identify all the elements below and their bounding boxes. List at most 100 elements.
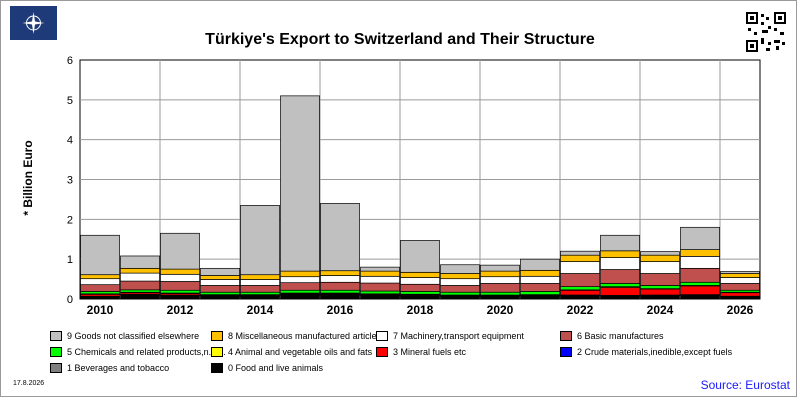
bar-segment-2012-cat7 (160, 273, 200, 282)
legend-swatch (376, 331, 388, 341)
legend-label: 1 Beverages and tobacco (67, 363, 170, 373)
bar-segment-2020-cat5 (480, 291, 520, 296)
legend-swatch (560, 331, 572, 341)
x-tick-label: 2010 (87, 303, 114, 317)
bar-segment-2016-cat7 (320, 275, 360, 283)
bar-segment-2019-cat7 (440, 278, 480, 286)
bar-segment-2017-cat0 (360, 295, 400, 300)
legend-item: 3 Mineral fuels etc (376, 347, 466, 357)
bar-segment-2025-cat6 (680, 267, 720, 283)
bar-segment-2010-cat9 (80, 234, 120, 276)
stacked-bar-chart: 0 1 2 3 4 5 6 2010 2012 2014 2016 2018 2020 2022 2024 2… (67, 55, 761, 317)
bar-segment-2025-cat3 (680, 285, 720, 295)
bar-segment-2015-cat6 (280, 282, 320, 291)
bar-segment-2011-cat6 (120, 280, 160, 291)
legend-item: 2 Crude materials,inedible,except fuels (560, 347, 732, 357)
x-tick-label: 2020 (487, 303, 514, 317)
bar-segment-2024-cat7 (640, 261, 680, 274)
bar-segment-2016-cat6 (320, 281, 360, 291)
x-tick-label: 2022 (567, 303, 594, 317)
bar-segment-2014-cat5 (240, 291, 280, 295)
bar-segment-2013-cat6 (200, 285, 240, 293)
bar-segment-2011-cat0 (120, 294, 160, 300)
bar-segment-2010-cat6 (80, 284, 120, 292)
bar-segment-2016-cat5 (320, 289, 360, 294)
bar-segment-2011-cat9 (120, 255, 160, 269)
bar-segment-2024-cat9 (640, 251, 680, 256)
bar-segment-2014-cat8 (240, 274, 280, 280)
bar-segment-2025-cat9 (680, 226, 720, 250)
bar-segment-2023-cat7 (600, 257, 640, 270)
bar-segment-2019-cat8 (440, 273, 480, 280)
bar-segment-2017-cat7 (360, 275, 400, 284)
bar-segment-2020-cat8 (480, 270, 520, 278)
bar-segment-2011-cat8 (120, 267, 160, 274)
bar-segment-2024-cat5 (640, 285, 680, 289)
y-tick-label: 5 (67, 95, 73, 107)
legend-label: 8 Miscellaneous manufactured articles (228, 331, 382, 341)
legend-label: 4 Animal and vegetable oils and fats (228, 347, 373, 357)
bar-segment-2010-cat8 (80, 274, 120, 280)
bar-segment-2021-cat5 (520, 291, 560, 295)
legend-label: 2 Crude materials,inedible,except fuels (577, 347, 733, 357)
bar-segment-2018-cat6 (400, 283, 440, 292)
legend-label: 0 Food and live animals (228, 363, 324, 373)
legend-swatch (50, 347, 62, 357)
bar-segment-2016-cat0 (320, 294, 360, 300)
x-tick-label: 2026 (727, 303, 754, 317)
y-tick-label: 6 (67, 55, 73, 67)
bar-segment-2012-cat9 (160, 232, 200, 270)
bar-segment-2023-cat5 (600, 283, 640, 288)
legend-item: 7 Machinery,transport equipment (376, 331, 524, 341)
source-link[interactable]: Source: Eurostat (700, 378, 790, 392)
legend-item: 4 Animal and vegetable oils and fats (211, 347, 372, 357)
legend-item: 0 Food and live animals (211, 363, 323, 373)
bar-segment-2024-cat3 (640, 288, 680, 296)
x-tick-label: 2024 (647, 303, 674, 317)
bar-segment-2025-cat8 (680, 249, 720, 257)
bar-segment-2022-cat3 (560, 289, 600, 296)
bar-segment-2010-cat7 (80, 278, 120, 286)
bar-segment-2010-cat5 (80, 291, 120, 295)
bar-segment-2021-cat9 (520, 258, 560, 271)
bar-segment-2019-cat5 (440, 291, 480, 296)
bar-segment-2013-cat9 (200, 267, 240, 276)
legend-swatch (560, 347, 572, 357)
bar-segment-2015-cat9 (280, 95, 320, 272)
legend-label: 9 Goods not classified elsewhere (67, 331, 200, 341)
x-tick-label: 2012 (167, 303, 194, 317)
y-tick-label: 3 (67, 175, 73, 187)
bar-segment-2022-cat9 (560, 250, 600, 256)
bar-segment-2020-cat9 (480, 264, 520, 272)
qr-code-icon (746, 12, 786, 52)
bar-segment-2026-cat7 (720, 277, 760, 284)
bar-segment-2026-cat3 (720, 292, 760, 297)
bar-segment-2017-cat6 (360, 282, 400, 292)
bar-segment-2011-cat5 (120, 289, 160, 293)
bar-segment-2012-cat5 (160, 289, 200, 294)
bar-segment-2024-cat6 (640, 273, 680, 286)
legend-swatch (211, 347, 223, 357)
bar-segment-2019-cat9 (440, 264, 480, 274)
legend-label: 3 Mineral fuels etc (393, 347, 467, 357)
bar-segment-2022-cat6 (560, 273, 600, 288)
bar-segment-2019-cat6 (440, 285, 480, 293)
y-tick-label: 1 (67, 254, 73, 266)
bar-segment-2018-cat5 (400, 291, 440, 295)
bar-segment-2012-cat0 (160, 295, 200, 300)
bar-segment-2014-cat6 (240, 285, 280, 293)
bar-segment-2016-cat9 (320, 203, 360, 272)
y-tick-label: 2 (67, 214, 73, 226)
bar-segment-2018-cat9 (400, 240, 440, 273)
bar-segment-2018-cat8 (400, 271, 440, 278)
legend-item: 8 Miscellaneous manufactured articles (211, 331, 381, 341)
compass-logo-icon (10, 6, 57, 40)
legend-label: 7 Machinery,transport equipment (393, 331, 524, 341)
bar-segment-2023-cat3 (600, 287, 640, 296)
legend-swatch (211, 331, 223, 341)
legend-swatch (211, 363, 223, 373)
bar-segment-2022-cat7 (560, 261, 600, 274)
bar-segment-2020-cat7 (480, 276, 520, 284)
bar-segment-2021-cat7 (520, 275, 560, 284)
